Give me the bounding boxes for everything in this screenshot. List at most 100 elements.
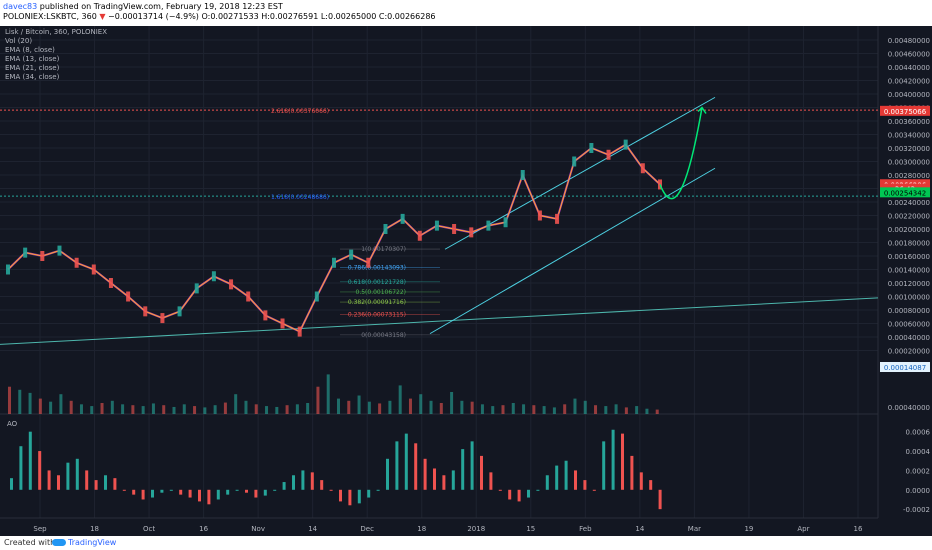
volume-bar — [501, 405, 505, 414]
fib-level-label: 0.618(0.00121728) — [348, 279, 406, 286]
price-candle — [91, 264, 96, 275]
price-candle — [57, 245, 62, 256]
volume-bar — [193, 406, 197, 414]
ao-tick-label: 0.0006 — [906, 429, 931, 437]
chart-canvas[interactable]: 0.00480000 0.00460000 0.00440000 0.00420000… — [0, 26, 932, 536]
price-candle — [332, 257, 336, 268]
publisher-name[interactable]: davec83 — [3, 2, 38, 11]
ao-bar — [28, 431, 32, 490]
volume-bar — [244, 400, 248, 414]
ao-bar — [104, 475, 107, 490]
volume-bar — [542, 406, 546, 414]
ao-bar — [639, 472, 643, 490]
x-tick-label: Feb — [579, 525, 592, 533]
ao-bar — [348, 489, 352, 506]
y-tick-label: 0.00300000 — [888, 159, 930, 167]
ao-tick-label: 0.0004 — [906, 448, 931, 456]
ao-bar — [263, 489, 267, 496]
legend-item-ema8[interactable]: EMA (8, close) — [5, 46, 55, 54]
volume-bar — [604, 406, 608, 414]
volume-bar — [614, 404, 618, 414]
volume-bar — [326, 374, 330, 414]
symbol-line: POLONIEX:LSKBTC, 360 — [3, 12, 97, 21]
ao-bar — [461, 449, 465, 490]
ao-bar — [470, 441, 474, 490]
volume-bar — [59, 394, 63, 414]
price-candle — [297, 326, 302, 337]
x-tick-label: 16 — [854, 525, 863, 533]
tradingview-link[interactable]: TradingView — [52, 536, 116, 550]
y-tick-label: 0.00320000 — [888, 145, 930, 153]
price-candle — [537, 210, 542, 221]
volume-bar — [511, 403, 515, 414]
volume-bar — [491, 406, 495, 414]
price-candle — [6, 264, 10, 275]
volume-bar — [69, 400, 73, 414]
fib-level-label: 1(0.00170307) — [361, 246, 406, 253]
ao-bar — [179, 489, 183, 495]
ao-bar — [508, 489, 512, 500]
ao-bar — [602, 441, 606, 490]
volume-bar — [378, 403, 382, 414]
created-with-text: Created with — [4, 538, 56, 547]
ao-bar — [235, 489, 239, 491]
ao-bar — [75, 458, 79, 490]
legend-title[interactable]: Lisk / Bitcoin, 360, POLONIEX — [5, 28, 108, 36]
volume-bar — [522, 404, 526, 414]
price-candle — [503, 217, 508, 228]
x-tick-label: Dec — [360, 525, 374, 533]
ao-bar — [583, 480, 587, 490]
y-tick-label: 0.00120000 — [888, 280, 930, 288]
x-tick-label: 14 — [635, 525, 644, 533]
fib-level-label: 0(0.00043158) — [361, 332, 406, 339]
x-tick-label: Apr — [797, 525, 809, 533]
ao-bar — [85, 470, 89, 490]
ao-bar — [47, 470, 51, 490]
legend-item-ema21[interactable]: EMA (21, close) — [5, 64, 60, 72]
ao-pane-label[interactable]: AO — [7, 420, 18, 428]
x-tick-label: 15 — [526, 525, 535, 533]
price-candle — [520, 170, 525, 180]
price-candle — [486, 220, 491, 231]
long-trendline — [0, 297, 879, 345]
ao-bar — [226, 489, 230, 495]
legend-item-ema34[interactable]: EMA (34, close) — [5, 73, 60, 81]
price-candle — [246, 291, 251, 302]
chart-area[interactable]: 0.00480000 0.00460000 0.00440000 0.00420000… — [0, 26, 932, 536]
volume-bar — [573, 398, 577, 414]
y-tick-label: 0.00460000 — [888, 51, 930, 59]
publish-info: davec83 published on TradingView.com, Fe… — [3, 2, 283, 12]
ao-bar — [245, 489, 248, 493]
x-tick-label: 18 — [90, 525, 99, 533]
ohlc-values: O:0.00271533 H:0.00276591 L:0.00265000 C… — [201, 12, 436, 21]
volume-bar — [295, 404, 299, 414]
y-tick-label: 0.00100000 — [888, 294, 930, 302]
volume-bar — [223, 402, 227, 414]
price-candle — [434, 220, 439, 231]
volume-bar — [470, 401, 474, 414]
legend-item-vol[interactable]: Vol (20) — [5, 37, 33, 45]
ao-bar — [329, 489, 333, 491]
volume-bar — [49, 401, 53, 414]
volume-bar — [18, 389, 22, 414]
volume-bar — [460, 400, 464, 414]
volume-bar — [450, 392, 454, 414]
fib-extension-label: 1.618(0.00248686) — [271, 194, 329, 201]
ao-bar — [414, 443, 418, 490]
volume-bar — [367, 401, 371, 414]
change-arrow: ▼ — [99, 12, 106, 21]
ao-bar — [480, 455, 483, 490]
volume-bar — [624, 407, 628, 414]
published-text: published on TradingView.com, February 1… — [39, 2, 283, 11]
volume-bar — [645, 408, 649, 414]
price-candle — [400, 213, 405, 224]
price-candle — [74, 257, 79, 268]
ao-bar — [658, 489, 662, 510]
ao-bar — [545, 475, 549, 490]
y-tick-label: 0.00060000 — [888, 321, 930, 329]
ao-bar — [151, 489, 154, 498]
ao-bar — [517, 489, 521, 502]
ao-bar — [649, 480, 653, 490]
ao-bar — [451, 470, 455, 490]
legend-item-ema13[interactable]: EMA (13, close) — [5, 55, 60, 63]
